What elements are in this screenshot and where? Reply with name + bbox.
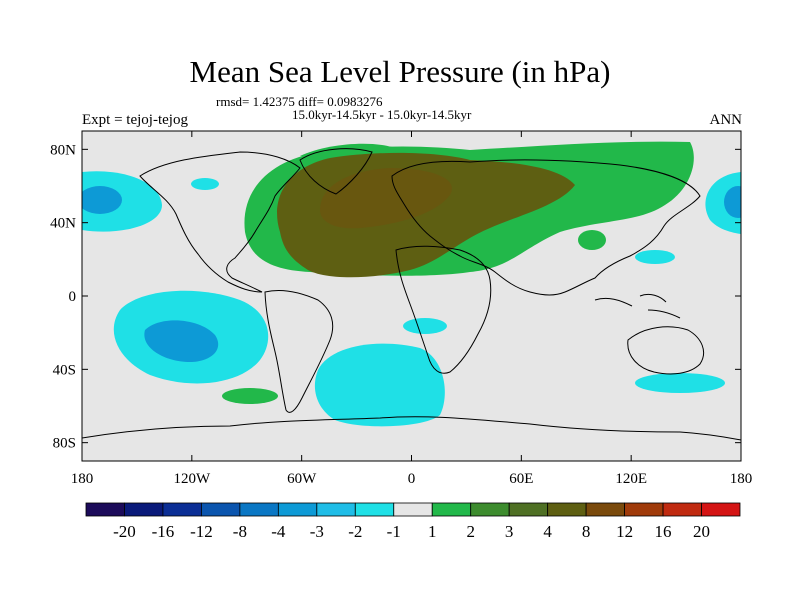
colorbar-swatch (316, 502, 356, 517)
colorbar-label: -12 (190, 522, 213, 541)
colorbar-swatch (701, 502, 741, 517)
colorbar-swatch (547, 502, 587, 517)
season-label: ANN (709, 112, 743, 128)
colorbar-swatch (162, 502, 202, 517)
colorbar-label: -1 (387, 522, 401, 541)
x-tick-label: 60E (509, 471, 533, 487)
y-tick-label: 0 (69, 289, 77, 305)
anomaly-patch-japan-cyan (635, 250, 675, 264)
anomaly-region-south-atlantic-cyan (314, 343, 445, 427)
colorbar-swatch (201, 502, 241, 517)
colorbar-label: -20 (113, 522, 136, 541)
coastline-antarctica (82, 416, 741, 441)
colorbar-swatch (624, 502, 664, 517)
colorbar: -20 -16 -12 -8 -4 -3 -2 -1 1 2 3 4 8 12 16 20 (85, 502, 741, 541)
coastlines (82, 148, 741, 441)
colorbar-swatch (239, 502, 279, 517)
colorbar-label: -3 (310, 522, 324, 541)
colorbar-label: -16 (152, 522, 175, 541)
anomaly-region-north-pacific-blue-east (724, 186, 741, 218)
x-tick-label: 0 (408, 471, 416, 487)
colorbar-label: 1 (428, 522, 437, 541)
y-tick-label: 40N (50, 216, 76, 232)
colorbar-label: 8 (582, 522, 591, 541)
chart-title: Mean Sea Level Pressure (in hPa) (189, 54, 611, 89)
stats-line: rmsd= 1.42375 diff= 0.0983276 (216, 94, 383, 109)
colorbar-swatch (393, 502, 433, 517)
colorbar-swatch (354, 502, 395, 517)
y-tick-label: 40S (53, 362, 76, 378)
colorbar-label: -4 (271, 522, 286, 541)
anomaly-patch-australia-cyan (635, 373, 725, 393)
colorbar-swatch (585, 502, 625, 517)
anomaly-patch-pacific-cyan (191, 178, 219, 190)
axes: 180 120W 60W 0 60E 120E 180 80N 40N 0 40S 80S (50, 131, 752, 487)
colorbar-swatch (431, 502, 472, 517)
x-tick-label: 120W (173, 471, 211, 487)
x-tick-label: 120E (615, 471, 647, 487)
coastline-greenland (299, 148, 373, 195)
colorbar-label: 4 (543, 522, 552, 541)
anomaly-patch-east-asia-green (578, 230, 606, 250)
colorbar-label: 16 (655, 522, 672, 541)
x-tick-label: 180 (730, 471, 753, 487)
colorbar-swatch (508, 502, 549, 517)
x-tick-label: 180 (71, 471, 94, 487)
anomaly-patch-indian-cyan (403, 318, 447, 334)
colorbar-swatch (662, 502, 702, 517)
colorbar-label: 3 (505, 522, 514, 541)
anomaly-region-south-pacific-blue (144, 320, 219, 362)
anomaly-region-atlantic-brown-inner (320, 168, 452, 229)
coastline-australia (627, 326, 704, 375)
anomaly-region-atlantic-brown (277, 152, 575, 278)
anomaly-region-north-pacific-blue-west (82, 186, 122, 214)
colorbar-swatch (124, 502, 164, 517)
field-layer (82, 141, 741, 441)
colorbar-label: -8 (233, 522, 247, 541)
coastline-north-america (139, 151, 301, 293)
anomaly-patch-south-atlantic-green (222, 388, 278, 404)
coastline-south-america (264, 289, 334, 413)
colorbar-label: 12 (616, 522, 633, 541)
colorbar-swatch (85, 502, 125, 517)
coastline-maritime-continent (594, 293, 681, 319)
coastline-europe-asia (391, 159, 701, 296)
y-tick-label: 80S (53, 436, 76, 452)
experiment-label: Expt = tejoj-tejog (82, 112, 188, 128)
x-tick-label: 60W (287, 471, 317, 487)
colorbar-label: -2 (348, 522, 362, 541)
colorbar-label: 2 (466, 522, 475, 541)
colorbar-swatch (470, 502, 510, 517)
colorbar-swatch (277, 502, 318, 517)
colorbar-label: 20 (693, 522, 710, 541)
y-tick-label: 80N (50, 142, 76, 158)
coastline-africa (395, 245, 492, 374)
period-line: 15.0kyr-14.5kyr - 15.0kyr-14.5kyr (292, 107, 472, 122)
